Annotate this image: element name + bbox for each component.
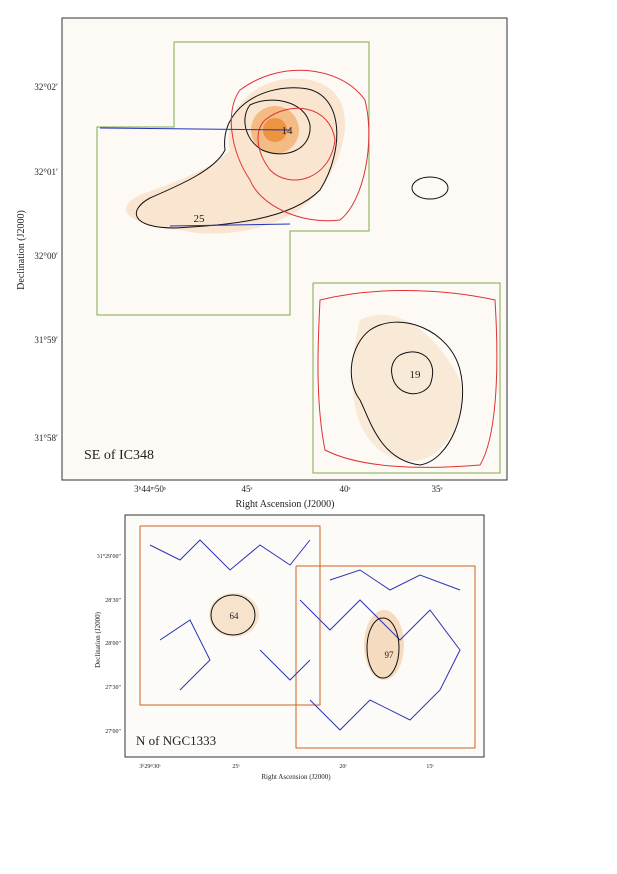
contour: [149, 539, 461, 731]
x-tick-label: 15ˢ: [426, 764, 434, 770]
x-axis-title: Right Ascension (J2000): [236, 499, 335, 510]
y-axis-title: Declination (J2000): [16, 210, 27, 290]
y-tick-label: 31°59′: [34, 335, 58, 345]
x-tick-label: 45ˢ: [242, 484, 253, 494]
x-tick-label: 25ˢ: [232, 764, 240, 770]
y-axis-title: Declination (J2000): [94, 611, 102, 667]
y-tick-label: 31°58′: [34, 433, 58, 443]
coverage-outline: [295, 565, 476, 749]
x-axis-title: Right Ascension (J2000): [261, 773, 331, 781]
contour: [210, 594, 256, 636]
source-label: 25: [194, 213, 206, 225]
contour: [244, 99, 311, 155]
y-tick-label: 28′30″: [105, 598, 121, 604]
x-tick-label: 20ˢ: [339, 764, 347, 770]
contour: [411, 176, 449, 200]
source-label: 14: [282, 125, 294, 137]
y-tick-label: 32°00′: [34, 251, 58, 261]
source-label: 19: [410, 369, 422, 381]
y-tick-label: 31°29′00″: [97, 553, 122, 560]
region-label: N of NGC1333: [136, 733, 216, 748]
contour: [230, 69, 370, 222]
y-tick-label: 28′00″: [105, 641, 121, 647]
y-tick-label: 32°01′: [34, 167, 58, 177]
contour: [366, 617, 400, 679]
region-label: SE of IC348: [84, 448, 154, 463]
contour: [257, 107, 336, 181]
source-label: 64: [230, 611, 240, 621]
source-label: 97: [385, 650, 395, 660]
contour: [391, 351, 434, 395]
x-tick-label: 40ˢ: [340, 484, 351, 494]
emission: [209, 593, 259, 637]
panel-frame: [124, 514, 485, 758]
contour: [317, 290, 498, 468]
coverage-outline: [96, 41, 370, 316]
coverage-outline: [312, 282, 501, 474]
x-tick-label: 3ʰ29ᵐ30ˢ: [139, 764, 161, 770]
y-tick-label: 27′00″: [105, 729, 121, 735]
panel-ngc1333: 64 97 N of NGC1333 31°29′00″ 28′30″ 28′0…: [94, 514, 485, 781]
emission: [352, 314, 462, 462]
scan-line: [169, 223, 291, 227]
y-tick-label: 27′30″: [105, 685, 121, 691]
x-tick-label: 35ˢ: [432, 484, 443, 494]
contour: [350, 321, 464, 466]
y-tick-label: 32°02′: [34, 82, 58, 92]
scan-line: [99, 127, 291, 131]
coverage-outline: [139, 525, 321, 706]
x-tick-label: 3ʰ44ᵐ50ˢ: [134, 484, 166, 494]
emission: [364, 610, 404, 680]
panel-ic348: 14 25 19 SE of IC348 32°02′ 32°01′ 32°00…: [16, 17, 508, 510]
